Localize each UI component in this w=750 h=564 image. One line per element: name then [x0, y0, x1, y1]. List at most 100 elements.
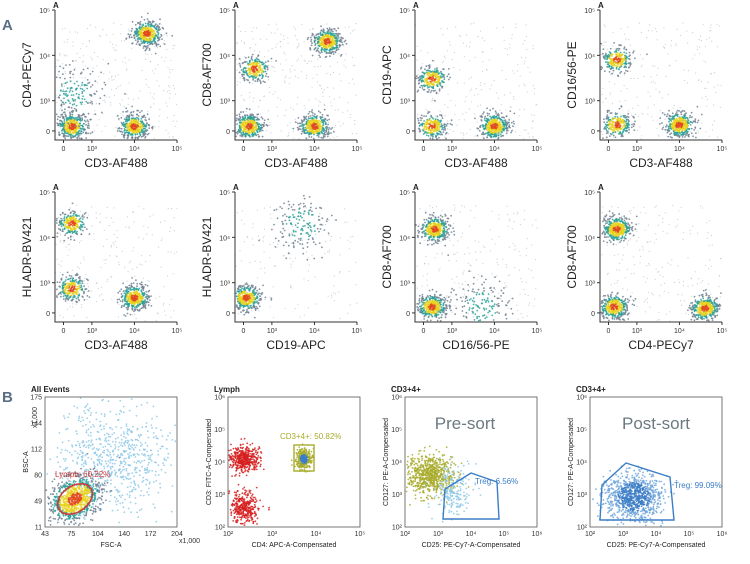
data-point [76, 93, 78, 95]
data-point [343, 123, 344, 124]
data-point [311, 122, 313, 124]
data-point [329, 55, 331, 57]
data-point [244, 56, 245, 57]
data-point [300, 125, 302, 127]
data-point [88, 113, 90, 115]
data-point [113, 47, 114, 48]
data-point [330, 41, 332, 43]
data-point [322, 137, 324, 139]
data-point [65, 102, 67, 104]
data-point [122, 131, 124, 133]
data-point [417, 118, 419, 120]
data-point [100, 36, 101, 37]
data-point [239, 130, 241, 132]
data-point [71, 94, 73, 96]
data-point [127, 128, 129, 130]
data-point [281, 130, 282, 131]
data-point [242, 75, 244, 77]
data-point [261, 124, 263, 126]
data-point [64, 82, 66, 84]
data-point [352, 30, 353, 31]
data-point [455, 27, 456, 28]
data-point [295, 35, 296, 36]
data-point [82, 91, 84, 93]
data-point [308, 136, 310, 138]
data-point [255, 64, 257, 66]
data-point [247, 131, 249, 133]
data-point [56, 66, 57, 67]
data-point [79, 137, 81, 139]
data-point [153, 41, 155, 43]
data-point [102, 29, 103, 30]
data-point [248, 64, 250, 66]
data-point [127, 110, 129, 112]
data-point [440, 28, 441, 29]
data-point [451, 124, 453, 126]
data-point [153, 103, 154, 104]
data-point [146, 84, 147, 85]
data-point [333, 42, 335, 44]
data-point [345, 27, 346, 28]
data-point [116, 88, 117, 89]
data-point [132, 115, 134, 117]
data-point [99, 35, 100, 36]
data-point [156, 44, 158, 46]
data-point [338, 53, 339, 54]
data-point [317, 47, 319, 49]
scatter-panel-1: 0 10³ 10⁴ 10⁵010³10⁴10⁵ACD3-AF488CD4-PECy7 [20, 1, 182, 170]
data-point [75, 125, 77, 127]
data-point [129, 82, 130, 83]
data-point [56, 76, 58, 78]
data-point [335, 110, 336, 111]
data-point [127, 112, 128, 113]
data-point [97, 82, 98, 83]
data-point [324, 118, 326, 120]
data-point [164, 34, 165, 35]
data-point [244, 125, 246, 127]
data-point [124, 106, 125, 107]
y-tick-label: 10⁴ [39, 53, 50, 60]
data-point [118, 86, 119, 87]
data-point [326, 73, 327, 74]
data-point [66, 82, 68, 84]
data-point [302, 121, 304, 123]
data-point [519, 85, 520, 86]
data-point [301, 55, 302, 56]
data-point [128, 104, 129, 105]
data-point [293, 27, 294, 28]
data-point [326, 23, 327, 24]
data-point [140, 91, 141, 92]
data-point [311, 42, 313, 44]
data-point [70, 89, 72, 91]
data-point [263, 124, 265, 126]
data-point [258, 70, 260, 72]
data-point [272, 94, 273, 95]
data-point [173, 121, 174, 122]
data-point [258, 106, 259, 107]
data-point [271, 58, 273, 60]
data-point [527, 91, 528, 92]
data-point [152, 42, 153, 43]
data-point [312, 29, 313, 30]
data-point [63, 120, 65, 122]
data-point [326, 49, 328, 51]
data-point [328, 122, 329, 123]
data-point [236, 117, 238, 119]
data-point [304, 41, 305, 42]
data-point [91, 101, 93, 103]
data-point [116, 50, 117, 51]
data-point [60, 104, 62, 106]
data-point [250, 125, 252, 127]
data-point [484, 116, 486, 118]
data-point [290, 122, 291, 123]
data-point [440, 125, 441, 126]
data-point [131, 30, 133, 32]
x-tick-label: 10³ [267, 146, 278, 153]
data-point [145, 25, 147, 27]
data-point [141, 33, 143, 35]
data-point [314, 116, 316, 118]
data-point [72, 136, 74, 138]
data-point [120, 33, 121, 34]
data-point [258, 67, 260, 69]
data-point [258, 118, 260, 120]
